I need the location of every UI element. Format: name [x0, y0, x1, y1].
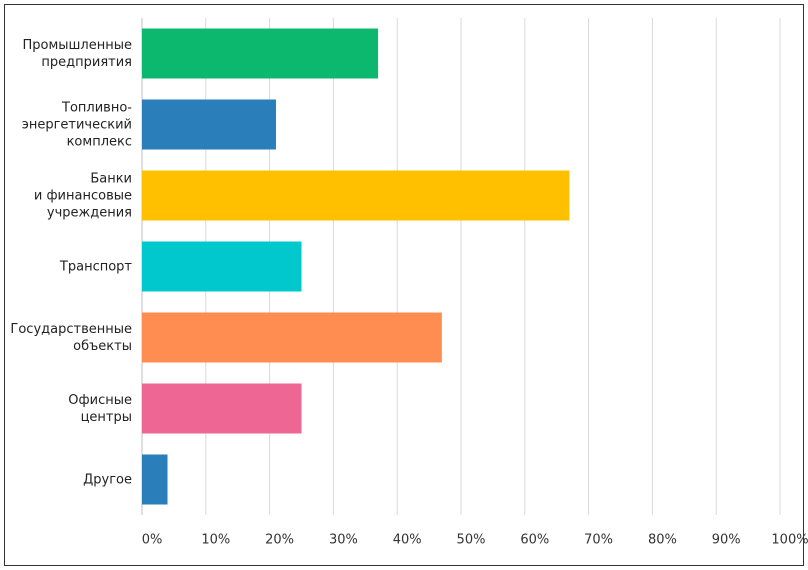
x-tick-label: 0% [142, 533, 163, 548]
y-tick-label: Промышленные предприятия [22, 37, 132, 70]
x-tick-label: 50% [457, 533, 486, 548]
x-tick-label: 20% [265, 533, 294, 548]
y-tick-label: Другое [83, 472, 132, 487]
x-tick-label: 90% [712, 533, 741, 548]
y-tick-label: Банки и финансовые учреждения [33, 171, 132, 220]
x-tick-label: 100% [771, 533, 808, 548]
y-tick-label: Транспорт [59, 259, 132, 274]
y-tick-label: Офисные центры [68, 392, 132, 425]
bar [142, 454, 168, 505]
x-tick-label: 60% [520, 533, 549, 548]
bar [142, 28, 379, 79]
x-tick-label: 40% [393, 533, 422, 548]
bar [142, 312, 442, 363]
x-tick-label: 10% [201, 533, 230, 548]
x-tick-label: 30% [329, 533, 358, 548]
bar [142, 170, 570, 221]
y-tick-label: Топливно- энергетический комплекс [21, 100, 132, 149]
y-tick-label: Государственные объекты [10, 321, 132, 354]
bar [142, 241, 302, 292]
frame [4, 4, 804, 566]
x-tick-label: 70% [584, 533, 613, 548]
bar [142, 99, 276, 150]
bar [142, 383, 302, 434]
x-tick-label: 80% [648, 533, 677, 548]
